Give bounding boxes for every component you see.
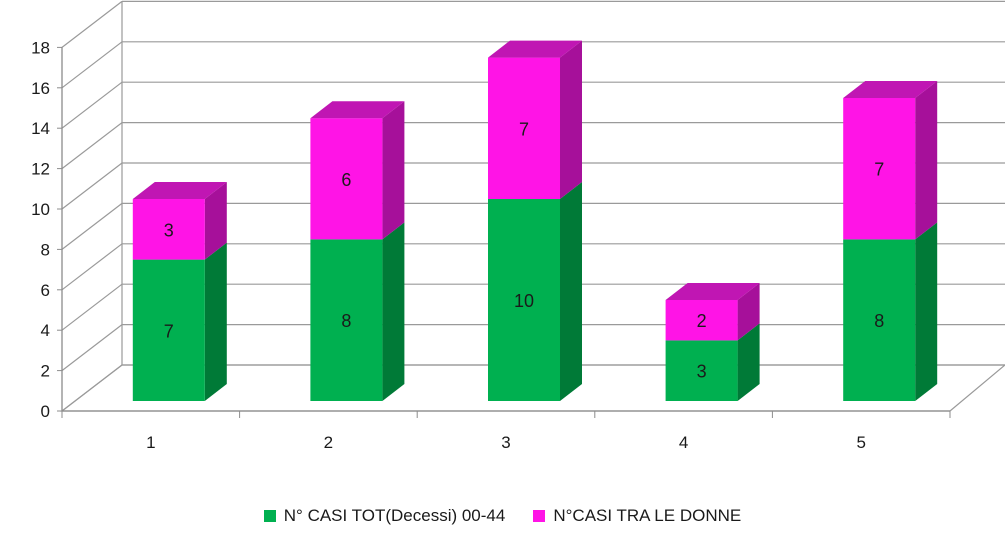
bar-cat3-s2	[488, 57, 560, 199]
y-tick-label-18: 18	[31, 38, 50, 57]
y-tick-label-12: 12	[31, 160, 50, 179]
x-tick-label-4: 4	[679, 433, 688, 452]
side-gridline-8	[61, 202, 123, 250]
bar-top-cat2-s2	[310, 101, 405, 119]
data-label-cat1-s2: 3	[164, 220, 174, 240]
bar-cat1-s2	[132, 199, 205, 260]
y-tick-label-14: 14	[31, 119, 50, 138]
side-gridline-2	[61, 324, 123, 372]
legend-item-series-2: N°CASI TRA LE DONNE	[533, 506, 741, 526]
bar-cat5-s2	[843, 98, 916, 240]
bar-cat2-s2	[310, 118, 383, 240]
bar-side-cat1-s2	[204, 182, 227, 260]
bar-side-cat5-s1	[915, 222, 938, 401]
x-tick-label-1: 1	[146, 433, 155, 452]
y-tick-label-16: 16	[31, 79, 50, 98]
bar-top-cat4-s2	[665, 283, 760, 300]
legend-label-series-1: N° CASI TOT(Decessi) 00-44	[283, 506, 506, 525]
data-label-cat1-s1: 7	[164, 321, 174, 341]
legend: N° CASI TOT(Decessi) 00-44 N°CASI TRA LE…	[0, 506, 1005, 526]
legend-swatch-series-2	[533, 510, 546, 522]
bar-side-cat3-s2	[560, 40, 582, 199]
bar-cat3-s1	[488, 199, 560, 401]
bar-cat4-s2	[665, 300, 738, 341]
x-tick-label-2: 2	[324, 433, 333, 452]
side-gridline-4	[61, 283, 123, 331]
bar-top-cat3-s2	[488, 40, 582, 58]
data-label-cat3-s1: 10	[514, 291, 534, 311]
bar-cat4-s1	[665, 340, 738, 401]
bar-cat2-s1	[310, 239, 383, 401]
y-tick-label-0: 0	[41, 402, 50, 421]
legend-label-series-2: N°CASI TRA LE DONNE	[553, 506, 742, 525]
bar-side-cat5-s2	[915, 81, 938, 240]
y-tick-label-4: 4	[41, 321, 50, 340]
data-label-cat5-s2: 7	[874, 160, 884, 180]
side-gridline-14	[61, 81, 123, 129]
data-label-cat5-s1: 8	[874, 311, 884, 331]
bar-side-cat3-s1	[560, 182, 582, 401]
legend-swatch-series-1	[263, 510, 276, 522]
bar-cat1-s1	[132, 259, 205, 401]
side-gridline-10	[61, 162, 123, 210]
x-tick-label-5: 5	[856, 433, 865, 452]
side-gridline-18	[61, 0, 123, 48]
bar-top-cat5-s2	[843, 81, 938, 98]
bar-side-cat4-s1	[737, 323, 760, 401]
data-label-cat3-s2: 7	[519, 119, 529, 139]
data-label-cat2-s1: 8	[341, 311, 351, 331]
data-label-cat4-s1: 3	[697, 362, 707, 382]
x-tick-label-3: 3	[501, 433, 510, 452]
y-tick-label-2: 2	[41, 362, 50, 381]
bar-side-cat4-s2	[737, 283, 760, 341]
data-label-cat4-s2: 2	[697, 311, 707, 331]
bar-top-cat1-s2	[132, 182, 227, 199]
bar-side-cat2-s2	[382, 101, 405, 240]
side-gridline-6	[61, 243, 123, 291]
y-tick-label-6: 6	[41, 281, 50, 300]
y-tick-label-10: 10	[31, 200, 50, 219]
bar-cat5-s1	[843, 239, 916, 401]
y-tick-label-8: 8	[41, 240, 50, 259]
legend-item-series-1: N° CASI TOT(Decessi) 00-44	[263, 506, 506, 526]
side-gridline-12	[61, 122, 123, 170]
side-gridline-16	[61, 41, 123, 89]
data-label-cat2-s2: 6	[341, 170, 351, 190]
bar-side-cat1-s1	[204, 242, 227, 401]
bar-side-cat2-s1	[382, 222, 405, 401]
